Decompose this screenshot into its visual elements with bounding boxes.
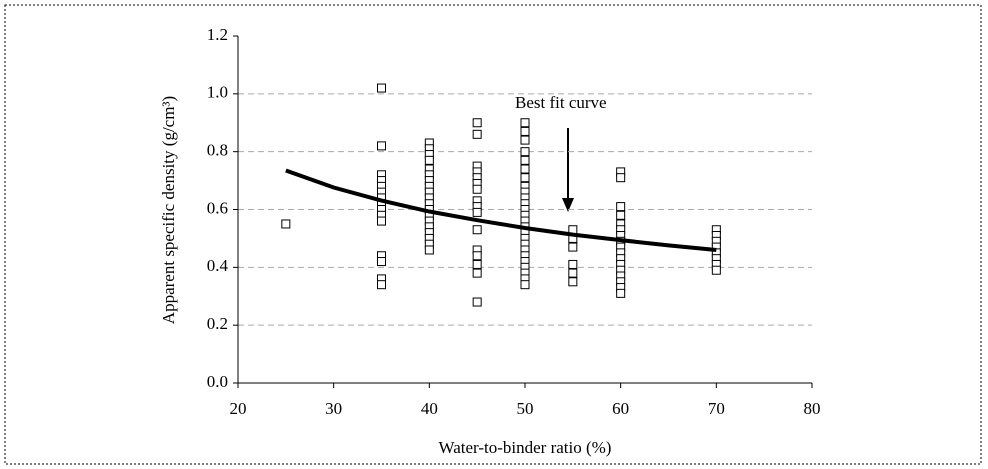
data-point	[520, 118, 530, 128]
data-point	[616, 288, 626, 298]
data-point	[472, 259, 482, 269]
annotation-arrowhead	[562, 198, 574, 212]
y-tick-label: 1.2	[207, 25, 228, 44]
data-point	[377, 216, 386, 226]
data-point	[616, 210, 626, 220]
data-point	[377, 83, 386, 93]
data-point	[472, 268, 482, 278]
data-point	[616, 202, 626, 212]
data-point	[424, 245, 434, 255]
x-tick-label: 70	[708, 399, 725, 418]
fit-curve	[285, 168, 717, 252]
x-axis-label: Water-to-binder ratio (%)	[439, 438, 612, 457]
y-tick-label: 0.0	[207, 372, 228, 391]
data-point	[520, 173, 530, 183]
data-point	[520, 280, 530, 290]
data-point	[472, 251, 482, 261]
data-point	[281, 219, 291, 229]
y-tick-label: 0.4	[207, 256, 229, 275]
data-point	[377, 280, 386, 290]
frame	[4, 4, 982, 465]
y-tick-label: 0.8	[207, 141, 228, 160]
data-point	[520, 147, 530, 157]
data-point	[520, 126, 530, 136]
data-point	[520, 135, 530, 145]
y-tick-label: 0.6	[207, 198, 228, 217]
data-point	[472, 184, 482, 194]
data-point	[520, 164, 530, 174]
data-point	[472, 129, 482, 139]
y-tick-label: 1.0	[207, 83, 228, 102]
data-point	[472, 297, 482, 307]
data-point	[377, 141, 386, 151]
data-point	[568, 259, 578, 269]
data-point	[520, 155, 530, 165]
y-axis-label: Apparent specific density (g/cm³)	[159, 96, 178, 324]
data-point	[568, 268, 578, 278]
x-tick-label: 80	[804, 399, 821, 418]
annotation: Best fit curve	[515, 93, 607, 112]
x-tick-label: 60	[612, 399, 629, 418]
y-tick-label: 0.2	[207, 314, 228, 333]
data-point	[711, 265, 721, 275]
data-point	[424, 155, 434, 165]
data-point	[568, 242, 578, 252]
x-tick-label: 50	[517, 399, 534, 418]
data-point	[472, 207, 482, 217]
data-point	[472, 225, 482, 235]
data-point	[568, 277, 578, 287]
x-tick-label: 40	[421, 399, 438, 418]
data-point	[377, 257, 386, 267]
x-tick-label: 20	[230, 399, 247, 418]
data-point	[616, 173, 626, 183]
x-tick-label: 30	[325, 399, 342, 418]
data-point	[472, 118, 482, 128]
